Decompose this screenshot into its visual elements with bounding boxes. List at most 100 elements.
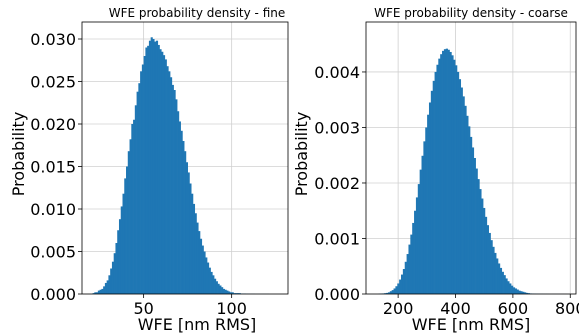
y-tick-label: 0.020 xyxy=(30,115,76,134)
histogram-bar xyxy=(229,292,233,294)
histogram-bar xyxy=(397,283,400,294)
plot-area xyxy=(365,21,577,295)
histogram-bar xyxy=(499,267,503,294)
histogram-bar xyxy=(453,59,456,295)
histogram-bar xyxy=(97,290,100,294)
histogram-bar xyxy=(208,267,211,294)
y-tick-label: 0.003 xyxy=(314,118,360,137)
histogram-bar xyxy=(473,158,476,294)
histogram-bar xyxy=(182,141,185,294)
chart-title: WFE probability density - coarse xyxy=(374,6,568,20)
histogram-bar xyxy=(162,55,166,295)
x-tick-label: 800 xyxy=(555,299,579,318)
histogram-bar xyxy=(484,216,488,294)
histogram-bar xyxy=(180,130,183,294)
histogram-bar xyxy=(419,169,422,294)
y-tick-label: 0.001 xyxy=(314,229,360,248)
histogram-bar xyxy=(412,222,415,294)
histogram-bar xyxy=(122,193,125,294)
histogram-bar xyxy=(101,288,104,294)
histogram-bar xyxy=(512,287,516,294)
histogram-bar xyxy=(428,102,432,294)
histogram-bar xyxy=(224,289,227,294)
histogram-bar xyxy=(518,290,521,294)
y-tick-label: 0.000 xyxy=(30,285,76,304)
histogram-bar xyxy=(217,283,220,294)
histogram-bar xyxy=(143,56,146,294)
x-axis-label: WFE [nm RMS] xyxy=(138,315,257,334)
histogram-bar xyxy=(140,71,143,294)
histogram-bar xyxy=(222,288,225,294)
histogram-bar xyxy=(509,283,512,294)
histogram-bar xyxy=(436,64,439,294)
histogram-bar xyxy=(147,45,150,294)
histogram-bar xyxy=(210,271,213,294)
histogram-bar xyxy=(438,58,441,294)
histogram-bar xyxy=(148,40,152,295)
axes-frame xyxy=(81,21,289,295)
histogram-bar xyxy=(427,114,430,294)
histogram-bar xyxy=(118,219,122,294)
histogram-bar xyxy=(99,289,102,294)
histogram-bar xyxy=(155,40,159,295)
histogram-bar xyxy=(127,151,130,294)
histogram-bar xyxy=(120,206,123,294)
histogram-bar xyxy=(440,54,443,294)
histogram-bar xyxy=(231,292,234,294)
y-tick-label: 0.000 xyxy=(314,285,360,304)
histogram-bar xyxy=(178,121,181,294)
histogram-bar xyxy=(421,155,424,294)
histogram-bar xyxy=(479,189,482,294)
histogram-bar xyxy=(214,278,217,294)
y-axis-label: Probability xyxy=(9,112,28,197)
histogram-bar xyxy=(177,111,180,294)
histogram-bar xyxy=(113,253,116,294)
histogram-bar xyxy=(198,231,201,294)
coarse-histogram-panel: WFE probability density - coarse WFE [nm… xyxy=(292,6,579,334)
y-tick-labels: 0.000 0.005 0.010 0.015 0.020 0.025 0.030 xyxy=(30,30,82,304)
histogram-bar xyxy=(104,282,107,294)
histogram-bar xyxy=(425,127,428,294)
histogram-bar xyxy=(126,166,129,294)
histogram-bar xyxy=(228,291,231,294)
histogram-bar xyxy=(389,291,393,294)
histogram-bar xyxy=(189,183,192,294)
histogram-bar xyxy=(221,287,224,294)
histogram-bar xyxy=(191,193,194,294)
histogram-bar xyxy=(166,66,169,294)
histogram-bar xyxy=(386,292,389,294)
histogram-bar xyxy=(447,49,450,295)
histogram-bar xyxy=(238,293,241,294)
histogram-bar xyxy=(157,44,160,295)
histogram-bar xyxy=(449,51,452,294)
histogram-bar xyxy=(406,254,409,294)
histogram-bar xyxy=(445,48,448,294)
histogram-bar xyxy=(194,213,197,294)
histogram-bar xyxy=(469,136,473,294)
histogram-bar xyxy=(233,293,236,294)
histogram-bar xyxy=(468,126,471,294)
histogram-bar xyxy=(192,203,196,294)
histogram-bar xyxy=(395,286,398,294)
histogram-bar xyxy=(408,244,411,294)
histogram-bar xyxy=(94,292,97,294)
x-tick-label: 600 xyxy=(498,299,529,318)
y-tick-label: 0.004 xyxy=(314,63,360,82)
chart-title: WFE probability density - fine xyxy=(109,6,286,20)
histogram-bar xyxy=(187,172,190,294)
histogram-bar xyxy=(443,49,447,295)
fine-histogram-panel: WFE probability density - fine WFE [nm R… xyxy=(9,6,289,334)
histogram-bar xyxy=(136,91,139,294)
histogram-bar xyxy=(141,64,144,294)
histogram-bar xyxy=(117,230,120,294)
y-tick-label: 0.015 xyxy=(30,158,76,177)
histogram-bar xyxy=(410,234,413,294)
y-tick-label: 0.030 xyxy=(30,30,76,49)
y-axis-label: Probability xyxy=(292,112,311,197)
histogram-bar xyxy=(236,293,240,294)
x-tick-labels: 50 100 xyxy=(133,294,247,318)
histogram-bar xyxy=(110,268,113,294)
histogram-bar xyxy=(171,84,174,295)
histogram-bar xyxy=(124,178,127,294)
